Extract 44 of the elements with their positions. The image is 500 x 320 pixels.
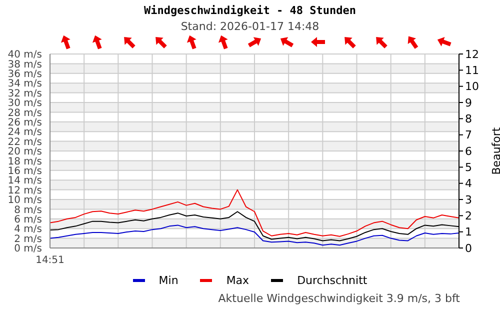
line-series xyxy=(50,189,459,237)
y2-tick-label: 5 xyxy=(465,161,472,174)
y2-tick-label: 3 xyxy=(465,193,472,206)
y-tick-label: 24 m/s xyxy=(8,127,42,138)
y2-tick-label: 0 xyxy=(465,242,472,255)
text: Aktuelle Windgeschwindigkeit 3.9 m/s, 3 bft xyxy=(218,292,460,305)
y-tick-label: 4 m/s xyxy=(14,224,42,236)
y-tick-label: 38 m/s xyxy=(8,59,42,70)
y-tick-label: 34 m/s xyxy=(8,78,42,90)
chart-title: Windgeschwindigkeit - 48 Stunden xyxy=(143,4,357,17)
y-tick-label: 22 m/s xyxy=(8,136,42,148)
y2-tick-label: 1 xyxy=(465,226,472,239)
y-tick-label: 20 m/s xyxy=(8,146,42,158)
legend-label: Min xyxy=(158,274,178,287)
y-tick-label: 32 m/s xyxy=(8,88,42,100)
y2-tick-label: 9 xyxy=(465,96,472,110)
y-tick-label: 40 m/s xyxy=(8,50,42,61)
y-tick-label: 8 m/s xyxy=(14,204,42,216)
y-tick-label: 0 m/s xyxy=(14,244,42,255)
y2-tick-label: 11 xyxy=(465,64,479,78)
y-tick-label: 12 m/s xyxy=(8,185,42,196)
y2-tick-label: 6 xyxy=(465,144,472,158)
y-tick-label: 36 m/s xyxy=(8,68,42,80)
y2-axis-title: Beaufort xyxy=(490,126,500,175)
y2-tick-label: 10 xyxy=(465,80,479,94)
legend-label: Max xyxy=(226,274,250,287)
legend-label: Durchschnitt xyxy=(297,274,368,287)
chart-subtitle: Stand: 2026-01-17 14:48 xyxy=(180,20,320,33)
y2-tick-label: 7 xyxy=(465,128,472,142)
y-tick-label: 2 m/s xyxy=(14,234,42,245)
y2-tick-label: 12 xyxy=(465,48,479,61)
y-tick-label: 28 m/s xyxy=(8,108,42,119)
y-tick-label: 6 m/s xyxy=(14,214,42,226)
y-tick-label: 16 m/s xyxy=(8,166,42,177)
y2-tick-label: 8 xyxy=(465,112,472,126)
y-tick-label: 14 m/s xyxy=(8,176,42,187)
line-series xyxy=(50,224,459,246)
y2-tick-label: 4 xyxy=(465,177,472,190)
y-tick-label: 10 m/s xyxy=(8,195,42,206)
y-tick-label: 18 m/s xyxy=(8,156,42,168)
x-tick-label: 14:51 xyxy=(36,255,64,266)
y-tick-label: 30 m/s xyxy=(8,98,42,110)
y2-tick-label: 2 xyxy=(465,210,472,223)
y-tick-label: 26 m/s xyxy=(8,117,42,128)
